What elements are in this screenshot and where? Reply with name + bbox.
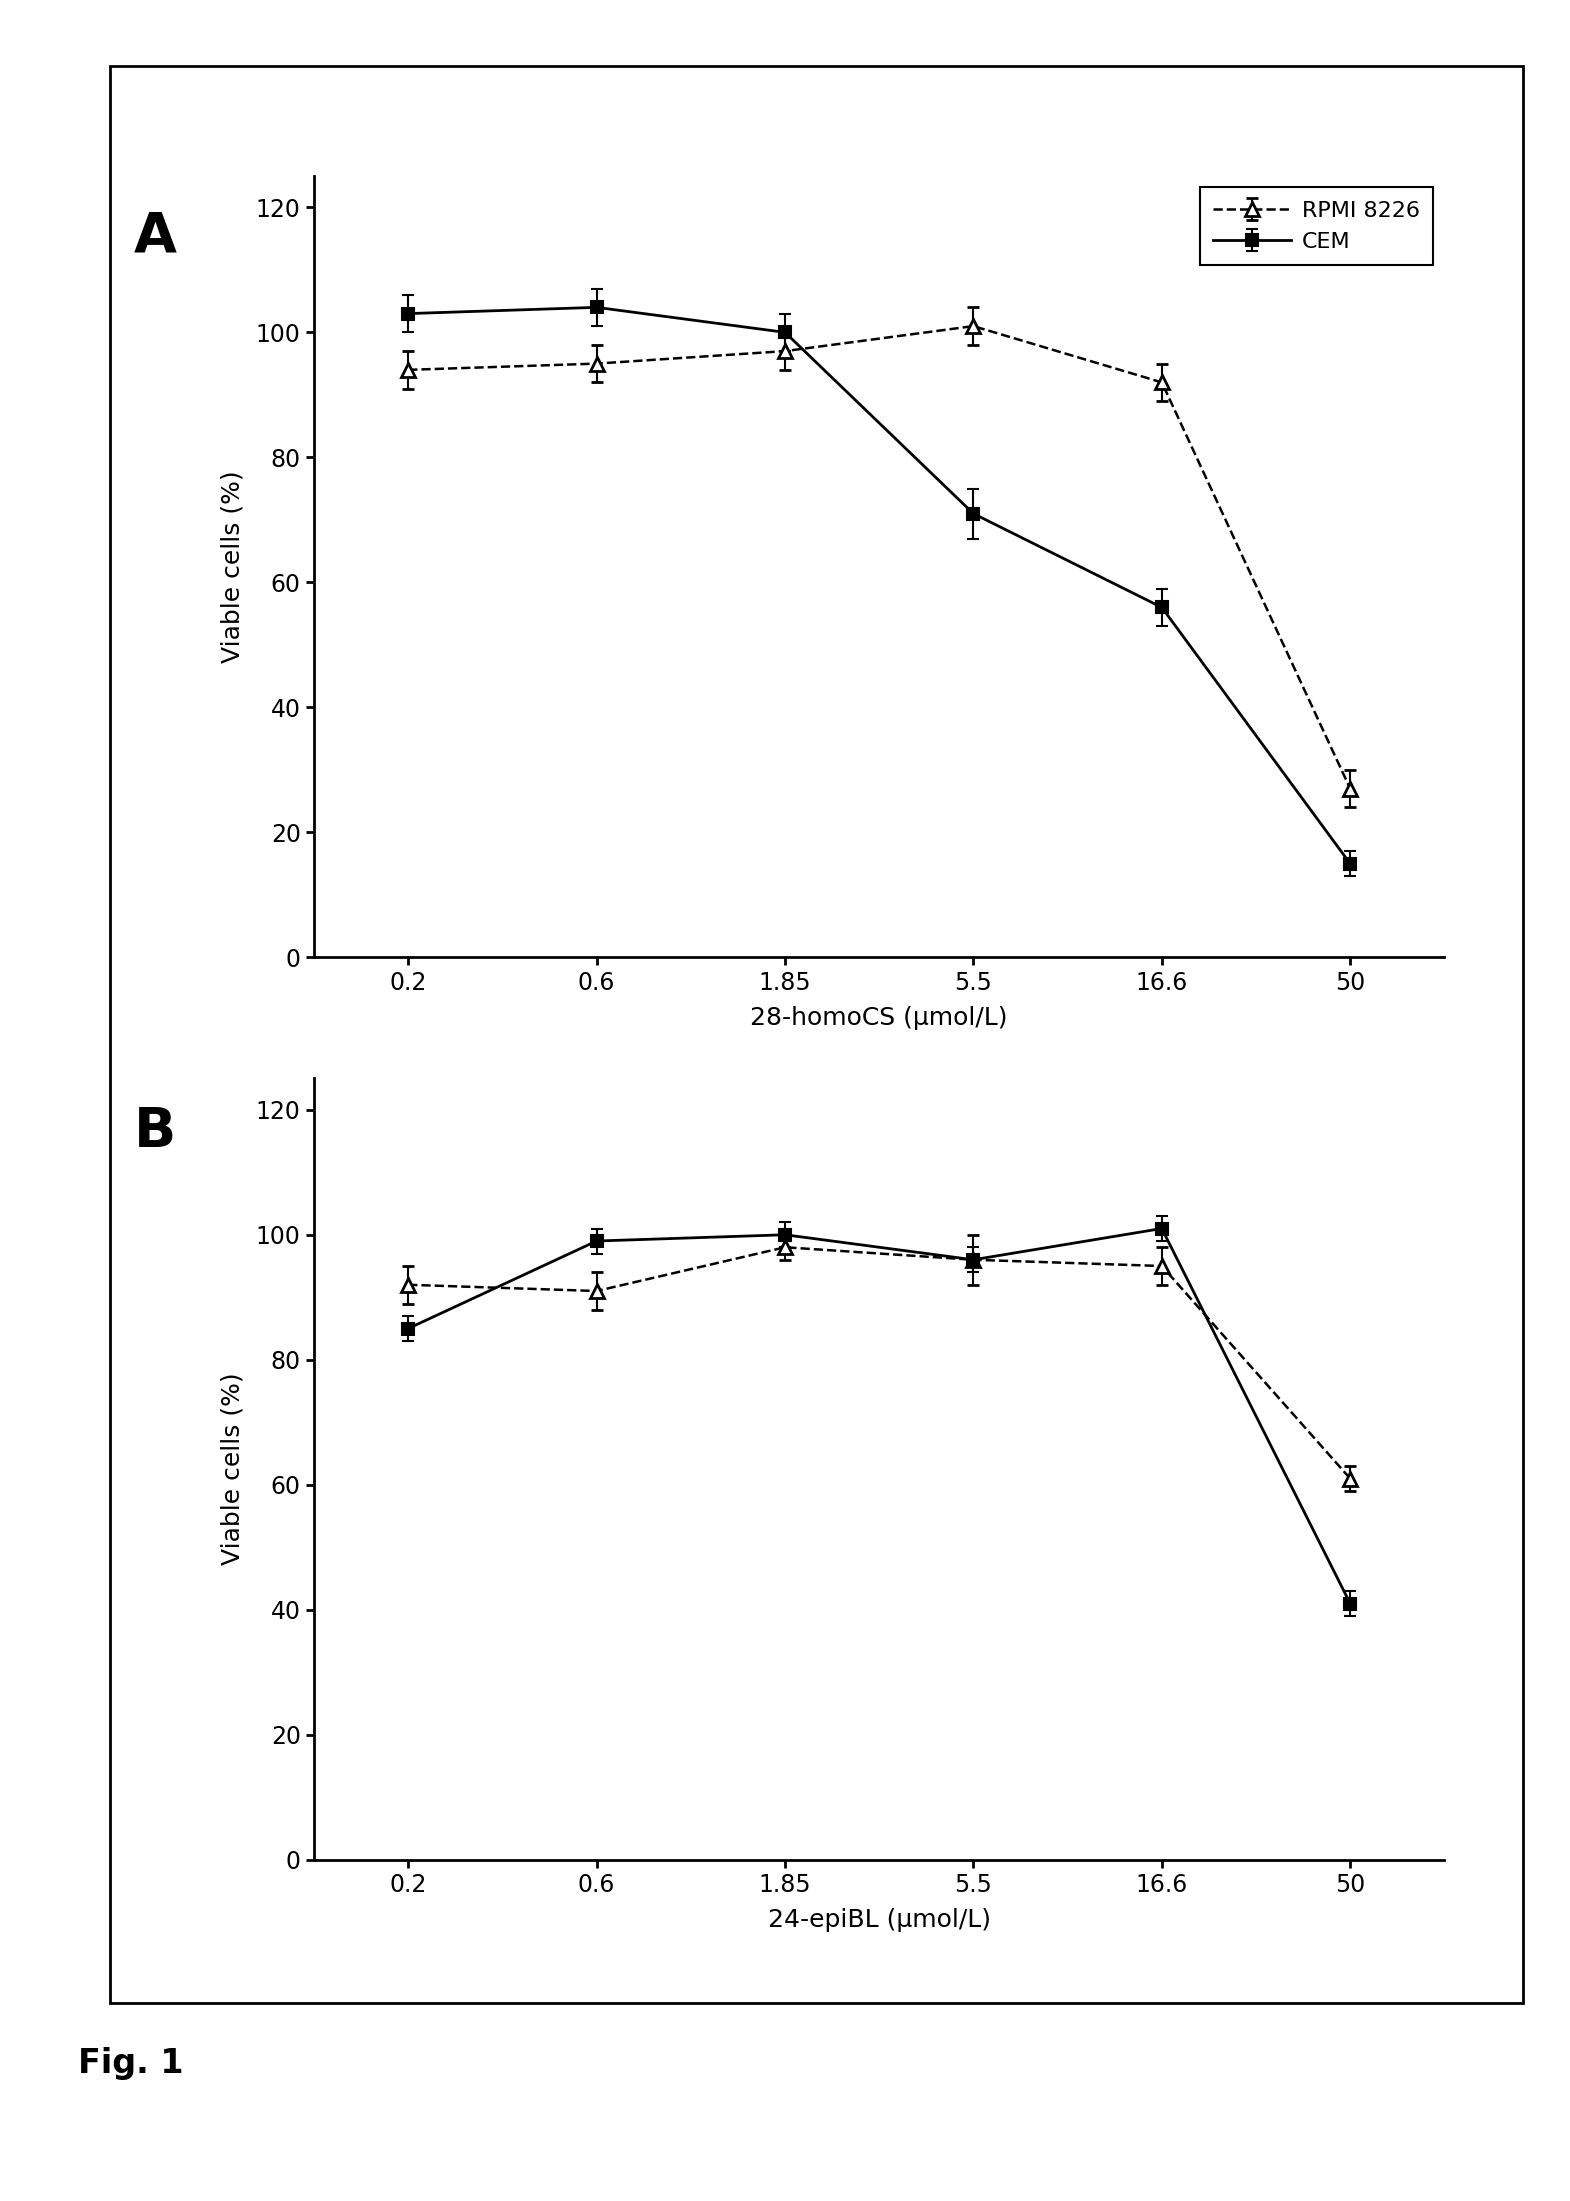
X-axis label: 28-homoCS (μmol/L): 28-homoCS (μmol/L) (750, 1006, 1008, 1030)
Text: B: B (133, 1105, 176, 1160)
Text: Fig. 1: Fig. 1 (78, 2047, 184, 2080)
X-axis label: 24-epiBL (μmol/L): 24-epiBL (μmol/L) (768, 1908, 991, 1932)
Y-axis label: Viable cells (%): Viable cells (%) (221, 1373, 245, 1565)
Legend: RPMI 8226, CEM: RPMI 8226, CEM (1199, 187, 1433, 264)
Y-axis label: Viable cells (%): Viable cells (%) (221, 471, 245, 663)
Text: A: A (133, 209, 176, 264)
